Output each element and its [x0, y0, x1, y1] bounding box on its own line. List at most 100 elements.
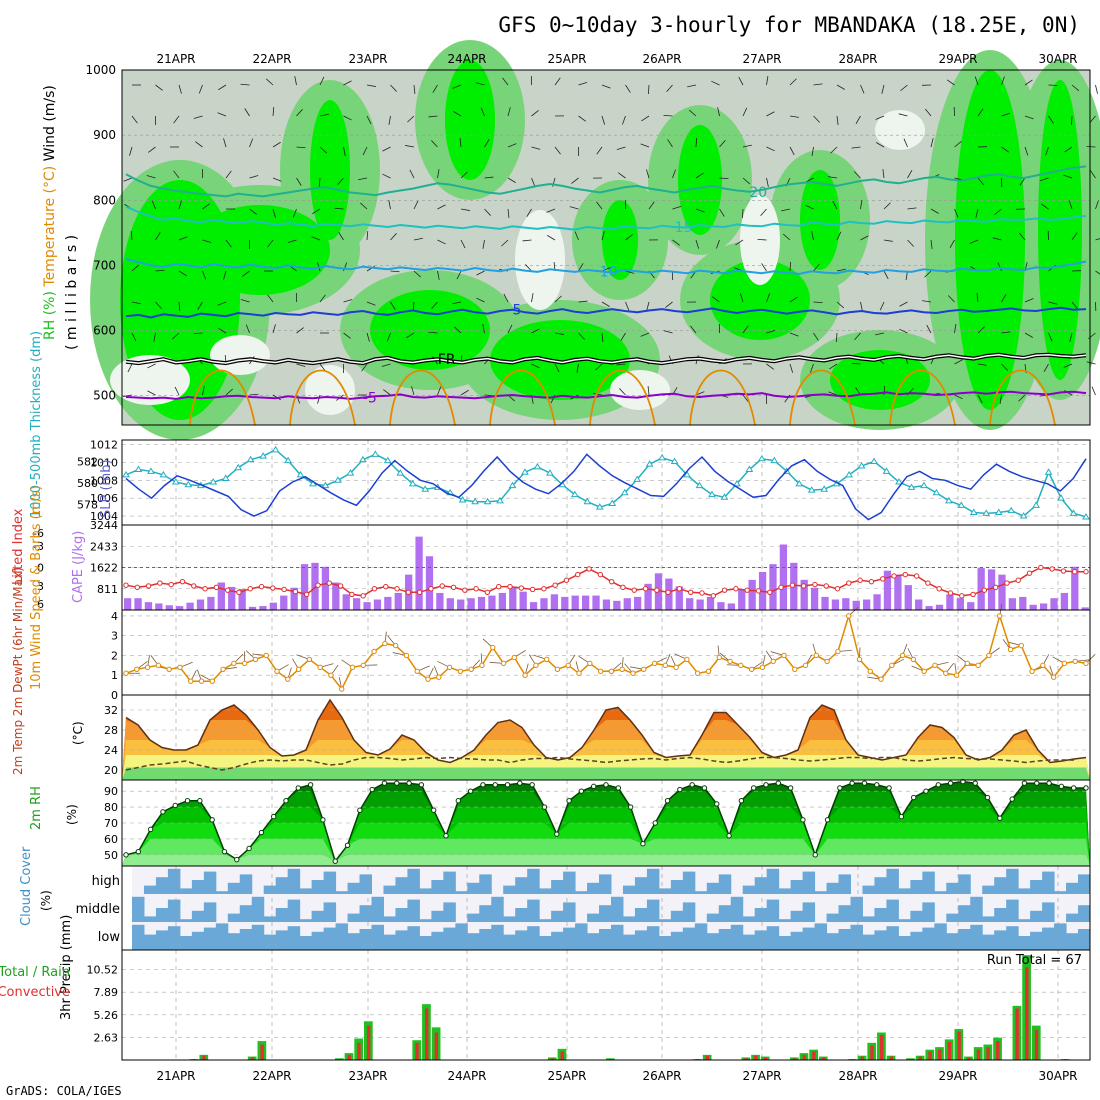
wind-barb — [405, 145, 415, 148]
wind-barb — [766, 177, 769, 187]
wind-barb — [813, 301, 823, 304]
cloud-cell — [886, 899, 899, 922]
thickness-point — [595, 503, 604, 510]
wind-barb — [249, 393, 259, 396]
wind-speed-point — [1061, 660, 1068, 667]
cloud-cell — [754, 930, 768, 950]
warm-contour — [689, 369, 756, 426]
lifted-index-point — [642, 586, 649, 592]
temp-area-base — [122, 767, 1090, 780]
rh2m-point — [923, 788, 929, 794]
panel-frame — [121, 949, 1091, 1061]
wind-speed-point — [328, 672, 334, 678]
cloud-cell — [563, 927, 576, 950]
rh2m-point — [307, 782, 314, 788]
cloud-cell — [551, 931, 564, 950]
wind-speed-point — [155, 662, 162, 669]
lifted-index-point — [800, 583, 807, 589]
rh2m-point — [984, 794, 991, 801]
thickness-point — [608, 499, 617, 507]
cape-bar — [1050, 598, 1058, 610]
rh2m-point — [689, 782, 695, 788]
wind-speed-point — [792, 666, 798, 673]
wind-barb — [835, 332, 838, 343]
cloud-cell — [191, 880, 205, 894]
wind-barb — [1039, 177, 1049, 182]
wind-speed-point — [144, 664, 151, 671]
wind-speed-point — [889, 662, 895, 669]
wind-barb — [362, 146, 368, 156]
wind-barb — [172, 332, 180, 340]
panel-frame — [121, 69, 1091, 426]
wind-barb — [1001, 112, 1011, 117]
cape-bar — [987, 569, 996, 610]
wind-barb — [1063, 174, 1073, 179]
wind-barb — [554, 363, 560, 373]
thickness-point — [932, 488, 941, 496]
wind-barb — [197, 301, 203, 310]
wind-barb — [456, 270, 462, 280]
wind-barb — [647, 386, 650, 396]
wind-barb — [319, 146, 327, 154]
rh2m-point — [726, 833, 732, 839]
wind-barb — [1001, 146, 1010, 153]
wind-barb — [460, 171, 468, 179]
rh2m-point — [1009, 796, 1015, 802]
cloud-cell — [670, 931, 684, 950]
lifted-index-point — [563, 577, 570, 583]
lifted-index-point — [213, 584, 220, 591]
warm-contour — [489, 369, 556, 426]
wind-speed-point — [457, 668, 464, 674]
wind-speed-point — [997, 613, 1003, 619]
lifted-index-point — [608, 578, 615, 585]
wind-speed-point — [781, 652, 787, 659]
wind-barb — [127, 363, 133, 373]
thickness-point — [720, 493, 729, 500]
isotherm-label: 20 — [749, 185, 767, 201]
wind-barb — [711, 296, 720, 303]
wind-speed-point — [295, 666, 302, 673]
lifted-index-point — [416, 589, 423, 595]
precip-convective-bar — [996, 1041, 1000, 1060]
lifted-index-point — [970, 591, 976, 598]
cloud-cell — [862, 934, 875, 950]
lifted-index-point — [191, 583, 197, 589]
precip-convective-bar — [976, 1049, 981, 1060]
wind-speed-point — [576, 670, 582, 676]
thickness-point — [907, 483, 916, 490]
lifted-index-point — [981, 587, 988, 593]
cloud-cell — [958, 929, 971, 950]
cloud-cell — [443, 871, 456, 894]
precip-convective-bar — [250, 1057, 255, 1060]
lifted-index-point — [710, 593, 716, 599]
cape-bar — [644, 583, 652, 610]
wind-barb — [195, 141, 203, 148]
wind-speed-point — [339, 686, 345, 692]
lifted-index-point — [936, 586, 942, 592]
lifted-index-point — [744, 587, 750, 593]
cape-bar — [124, 598, 132, 610]
dewpoint-line — [125, 756, 1074, 771]
cloud-cell — [311, 931, 325, 950]
rh2m-point — [603, 782, 609, 788]
cloud-cell — [347, 933, 361, 950]
wind-barb — [994, 208, 1002, 215]
precip-axis-label: 3hr Precip (mm) — [59, 915, 74, 1020]
rh2m-point — [295, 785, 302, 791]
cloud-cell — [1078, 874, 1091, 894]
credit-label: GrADS: COLA/IGES — [6, 1084, 122, 1098]
rh2m-point — [1083, 785, 1089, 791]
wind-barb — [225, 239, 232, 248]
wind-barb — [876, 142, 885, 148]
cloud-cell — [551, 910, 564, 922]
wind-barb — [554, 77, 561, 86]
wind-barb — [687, 84, 697, 88]
cloud-cell — [742, 885, 756, 894]
rh2m-point — [664, 798, 671, 804]
cloud-cell — [898, 919, 911, 922]
wind-barb — [899, 301, 908, 307]
lifted-index-point — [281, 586, 287, 593]
wind-speed-point — [414, 668, 420, 674]
wind-barb — [1040, 203, 1049, 210]
wind-barb — [1024, 79, 1033, 86]
